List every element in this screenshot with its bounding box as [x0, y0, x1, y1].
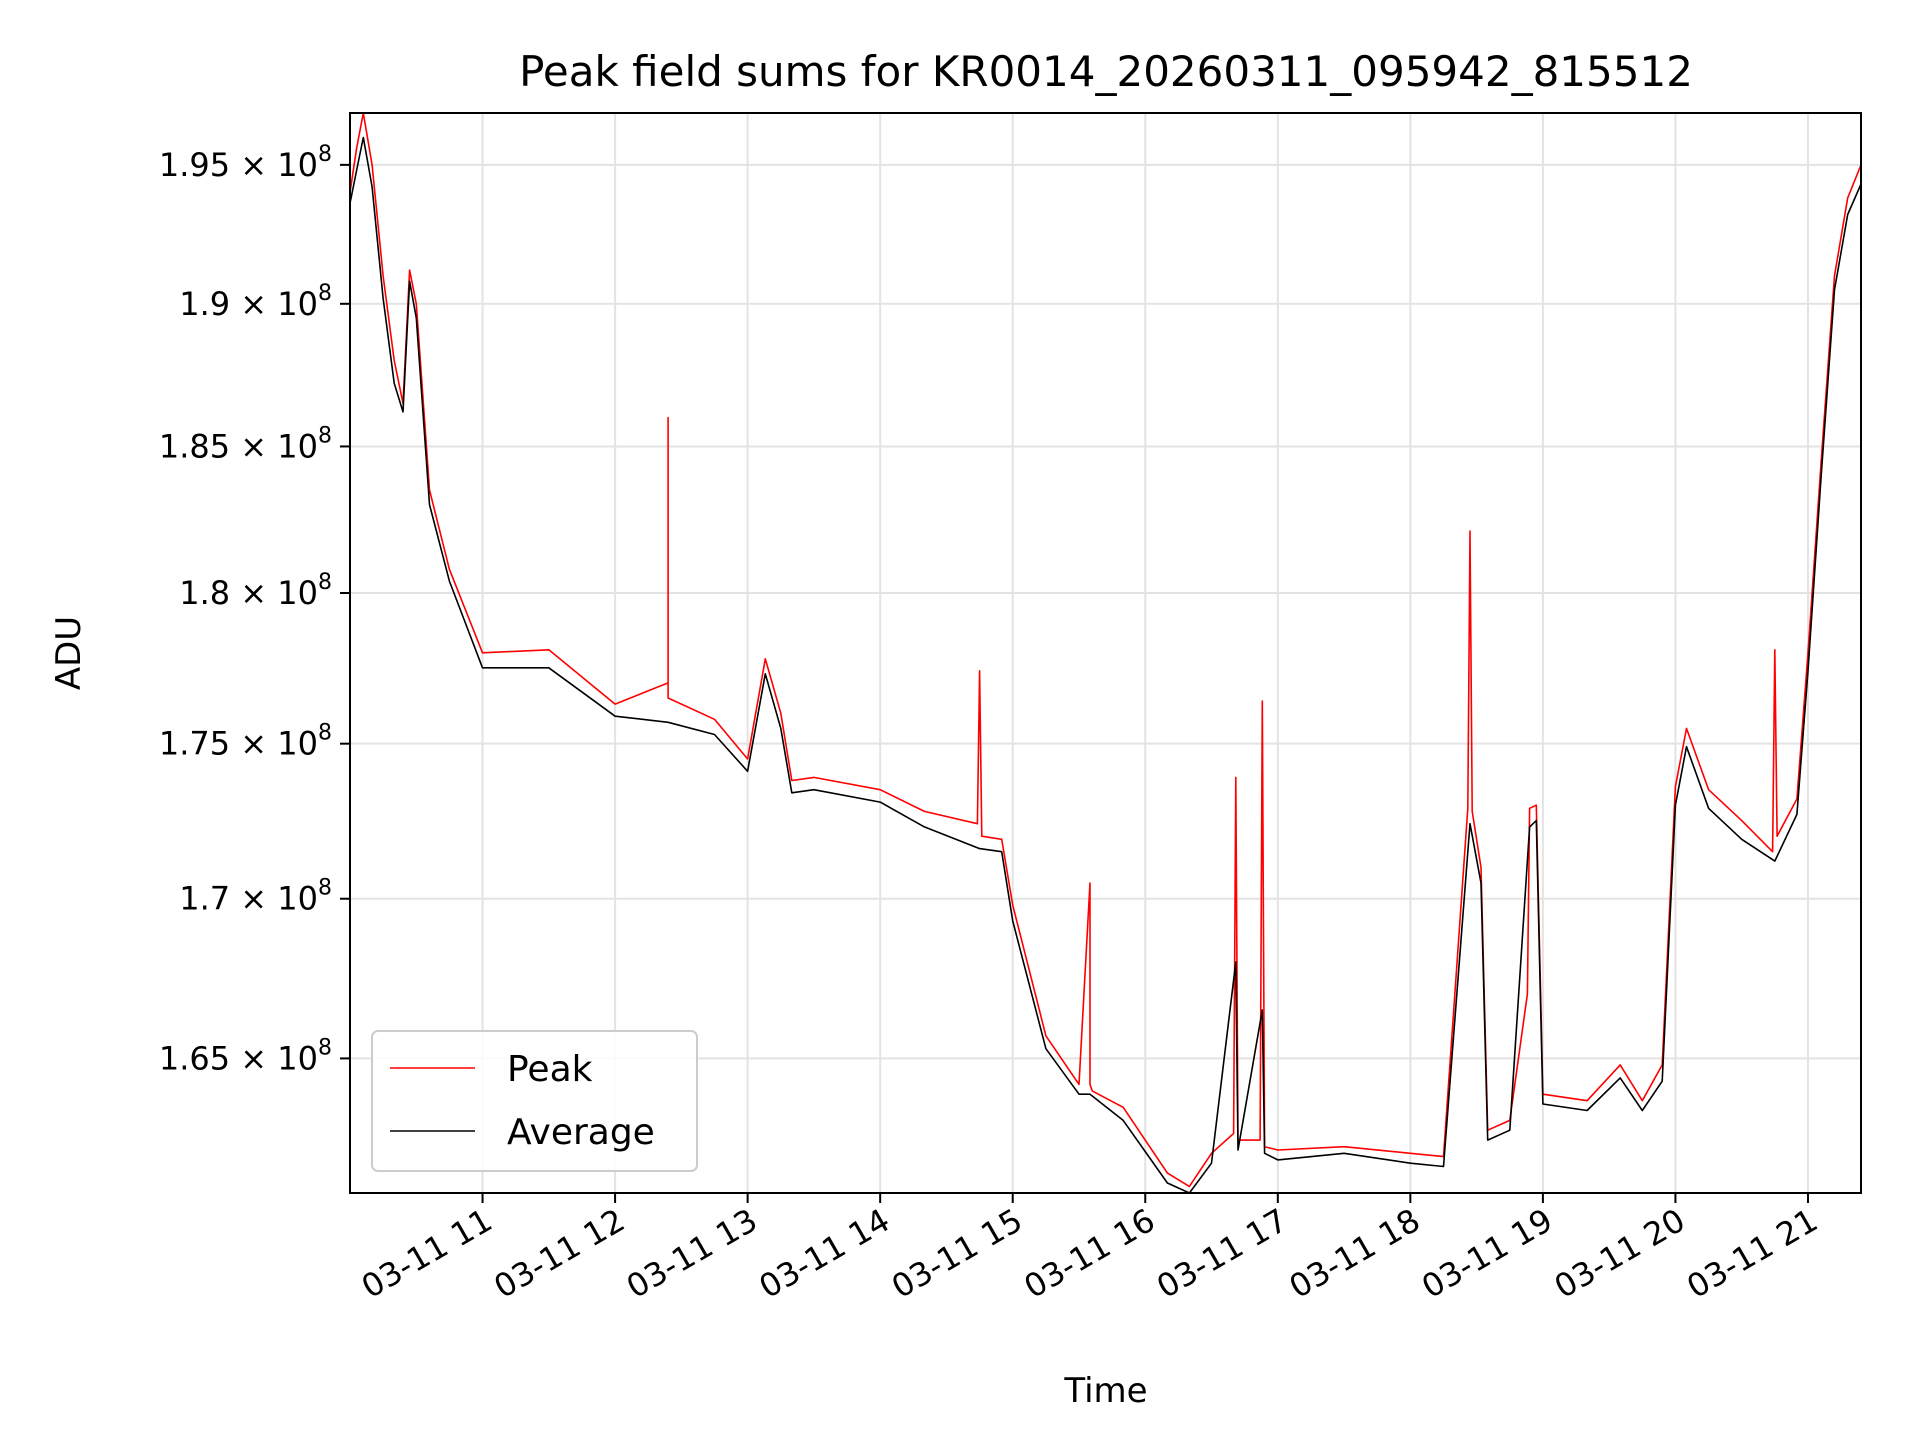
y-tick-mantissa: 1.8 — [179, 574, 240, 612]
y-tick-multiplier: × 10 — [240, 880, 318, 918]
y-tick-mantissa: 1.7 — [179, 880, 240, 918]
y-tick-exponent: 8 — [318, 570, 332, 595]
y-tick-mantissa: 1.95 — [159, 146, 240, 184]
y-tick-multiplier: × 10 — [240, 285, 318, 323]
y-tick-mantissa: 1.85 — [159, 427, 240, 465]
legend-label-peak: Peak — [507, 1049, 593, 1090]
plot-frame — [349, 112, 1862, 1194]
y-tick-label: 1.8 × 108 — [179, 570, 332, 612]
y-tick-exponent: 8 — [318, 876, 332, 901]
y-tick-mantissa: 1.75 — [159, 725, 240, 763]
y-tick-exponent: 8 — [318, 142, 332, 167]
y-tick-exponent: 8 — [318, 423, 332, 448]
x-axis-label: Time — [1063, 1371, 1147, 1411]
legend: Peak Average — [371, 1030, 698, 1172]
legend-label-average: Average — [507, 1112, 655, 1153]
series-line-peak — [350, 113, 1861, 1188]
y-tick-exponent: 8 — [318, 281, 332, 306]
y-tick-label: 1.85 × 108 — [159, 423, 332, 465]
y-tick-multiplier: × 10 — [240, 725, 318, 763]
y-tick-multiplier: × 10 — [240, 427, 318, 465]
y-tick-multiplier: × 10 — [240, 574, 318, 612]
y-tick-exponent: 8 — [318, 721, 332, 746]
y-tick-multiplier: × 10 — [240, 146, 318, 184]
y-axis-label: ADU — [49, 616, 89, 690]
y-tick-mantissa: 1.65 — [159, 1039, 240, 1077]
legend-box — [371, 1030, 698, 1172]
y-tick-exponent: 8 — [318, 1035, 332, 1060]
y-tick-label: 1.9 × 108 — [179, 281, 332, 323]
y-tick-label: 1.7 × 108 — [179, 876, 332, 918]
y-tick-label: 1.65 × 108 — [159, 1035, 332, 1077]
y-tick-multiplier: × 10 — [240, 1039, 318, 1077]
y-tick-label: 1.75 × 108 — [159, 721, 332, 763]
series-line-average — [350, 136, 1861, 1193]
y-tick-mantissa: 1.9 — [179, 285, 240, 323]
y-tick-label: 1.95 × 108 — [159, 142, 332, 184]
series-layer — [350, 113, 1861, 1193]
chart-title: Peak field sums for KR0014_20260311_0959… — [519, 47, 1693, 96]
